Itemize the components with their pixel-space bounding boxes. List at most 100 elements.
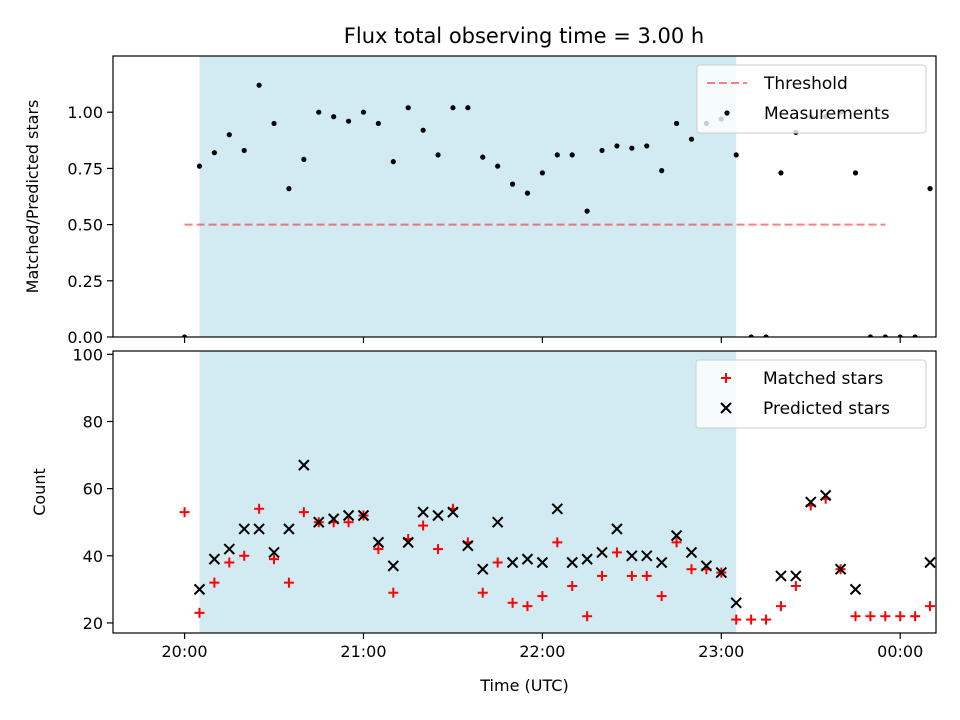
measurement-point xyxy=(241,147,247,154)
matched-point xyxy=(239,550,250,561)
matched-point xyxy=(686,564,697,575)
x-tick-label: 23:00 xyxy=(698,642,744,661)
measurement-point xyxy=(942,67,947,72)
predicted-point xyxy=(819,489,832,502)
legend-handle xyxy=(721,373,731,383)
predicted-point xyxy=(655,556,668,569)
predicted-point xyxy=(924,556,936,569)
y-tick-label: 1.00 xyxy=(67,103,103,122)
measurement-point xyxy=(390,159,396,165)
matched-point xyxy=(582,611,593,622)
measurement-point xyxy=(584,208,590,214)
matched-point xyxy=(671,537,682,548)
matched-point xyxy=(850,611,861,622)
predicted-point xyxy=(372,536,385,549)
measurement-point xyxy=(614,143,620,149)
predicted-point xyxy=(268,546,280,559)
matched-point xyxy=(507,597,518,608)
predicted-point xyxy=(730,597,742,609)
measurement-point xyxy=(375,120,381,127)
predicted-point xyxy=(506,556,519,569)
predicted-point xyxy=(581,553,593,565)
measurement-point xyxy=(569,152,575,158)
x-axis-label: Time (UTC) xyxy=(479,676,568,695)
predicted-point xyxy=(566,556,578,569)
matched-point xyxy=(283,577,294,588)
y-tick-label: 0.25 xyxy=(67,272,103,291)
predicted-point xyxy=(715,566,728,579)
predicted-point xyxy=(521,553,534,565)
y-tick-label: 0.50 xyxy=(67,216,103,235)
predicted-point xyxy=(611,523,623,535)
matched-point xyxy=(865,611,876,622)
y-tick-label: 0.00 xyxy=(67,328,103,347)
y-axis-label: Count xyxy=(30,468,49,516)
measurement-point xyxy=(331,114,337,120)
figure-title: Flux total observing time = 3.00 h xyxy=(344,24,704,48)
measurement-point xyxy=(316,109,322,115)
measurement-point xyxy=(539,170,545,176)
predicted-point xyxy=(432,509,444,522)
predicted-point xyxy=(223,543,236,555)
predicted-point xyxy=(849,583,862,596)
predicted-point xyxy=(955,470,960,480)
matched-point xyxy=(746,614,757,625)
bottom-panel: 20:0021:0022:0023:0000:0001:0002:0003:00… xyxy=(30,345,960,695)
legend-label: Matched stars xyxy=(763,369,883,389)
measurement-point xyxy=(644,143,650,149)
matched-point xyxy=(373,544,384,555)
matched-point xyxy=(597,570,608,581)
predicted-point xyxy=(805,496,817,508)
matched-point xyxy=(626,570,637,581)
matched-point xyxy=(343,517,354,528)
legend: Matched stars Predicted stars xyxy=(695,359,927,429)
measurement-point xyxy=(673,120,680,127)
matched-point xyxy=(552,537,563,548)
predicted-point xyxy=(834,563,847,575)
measurement-point xyxy=(301,156,307,163)
measurement-point xyxy=(450,105,456,111)
predicted-point xyxy=(253,523,265,535)
legend-label: Predicted stars xyxy=(763,399,890,419)
y-tick-label: 40 xyxy=(83,547,103,566)
measurement-point xyxy=(867,334,873,337)
measurement-point xyxy=(271,120,277,127)
shaded-interval xyxy=(199,56,737,337)
matched-point xyxy=(388,587,399,598)
predicted-point xyxy=(313,516,325,528)
matched-point xyxy=(775,601,786,612)
y-tick-label: 80 xyxy=(83,413,103,432)
series-predicted-stars xyxy=(193,459,960,609)
predicted-point xyxy=(238,523,250,535)
measurement-point xyxy=(420,127,426,133)
measurement-point xyxy=(211,150,217,156)
y-axis-label: Matched/Predicted stars xyxy=(23,100,42,294)
matched-point xyxy=(925,601,936,612)
measurement-point xyxy=(405,105,411,111)
measurement-point xyxy=(196,163,203,169)
matched-point xyxy=(567,581,578,591)
predicted-point xyxy=(641,550,653,562)
matched-point xyxy=(731,614,742,625)
predicted-point xyxy=(626,550,638,562)
predicted-point xyxy=(327,513,340,525)
matched-point xyxy=(880,611,891,622)
measurement-point xyxy=(554,152,560,158)
predicted-point xyxy=(447,506,459,518)
y-tick-label: 60 xyxy=(83,480,103,499)
predicted-point xyxy=(417,506,429,518)
top-panel: 0.00 0.25 0.50 0.75 1.00 Matched/Predicted st… xyxy=(23,55,947,347)
predicted-point xyxy=(193,583,206,596)
predicted-point xyxy=(790,570,802,582)
shaded-interval xyxy=(199,351,737,633)
measurement-point xyxy=(912,334,918,337)
matched-point xyxy=(179,507,190,518)
measurement-point xyxy=(286,186,292,192)
predicted-point xyxy=(551,503,564,515)
measurement-point xyxy=(882,334,888,337)
predicted-point xyxy=(536,556,549,569)
measurement-point xyxy=(435,152,441,158)
matched-point xyxy=(224,557,235,568)
measurement-point xyxy=(659,168,665,174)
